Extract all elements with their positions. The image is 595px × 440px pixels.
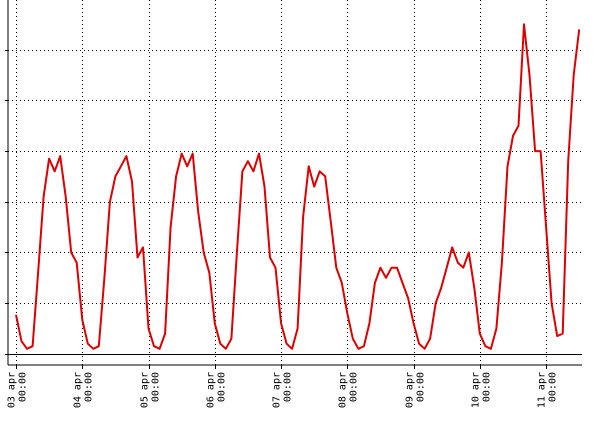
x-tick-label: 08 apr00:00 — [338, 372, 360, 408]
x-tick-label: 11 apr00:00 — [537, 372, 559, 408]
data-line — [15, 23, 581, 350]
x-tick-label: 07 apr00:00 — [272, 372, 294, 408]
x-tick-label: 04 apr00:00 — [73, 372, 95, 408]
x-tick-label: 06 apr00:00 — [206, 372, 228, 408]
x-tick-label: 09 apr00:00 — [405, 372, 427, 408]
x-tick-label: 03 apr00:00 — [7, 372, 29, 408]
x-tick-label: 05 apr00:00 — [140, 372, 162, 408]
x-tick-label: 10 apr00:00 — [471, 372, 493, 408]
